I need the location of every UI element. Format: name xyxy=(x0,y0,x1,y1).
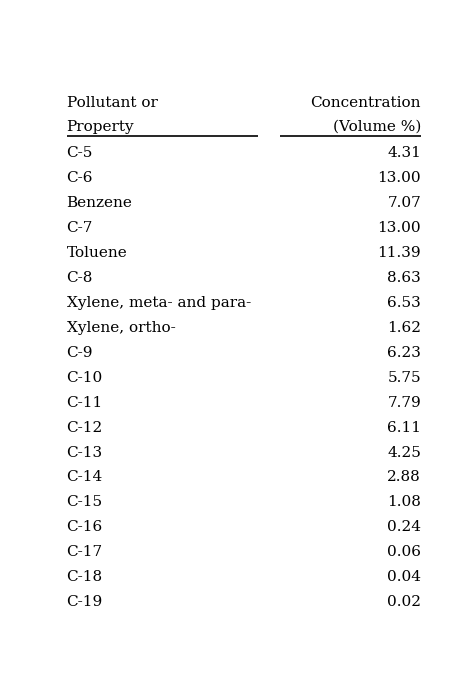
Text: 6.53: 6.53 xyxy=(387,296,421,310)
Text: 13.00: 13.00 xyxy=(377,172,421,185)
Text: 0.02: 0.02 xyxy=(387,595,421,609)
Text: C-8: C-8 xyxy=(66,271,93,285)
Text: Benzene: Benzene xyxy=(66,196,132,210)
Text: 4.31: 4.31 xyxy=(387,146,421,161)
Text: 0.06: 0.06 xyxy=(387,545,421,559)
Text: 0.24: 0.24 xyxy=(387,520,421,535)
Text: 4.25: 4.25 xyxy=(387,446,421,460)
Text: C-14: C-14 xyxy=(66,471,103,484)
Text: Xylene, meta- and para-: Xylene, meta- and para- xyxy=(66,296,251,310)
Text: (Volume %): (Volume %) xyxy=(333,120,421,134)
Text: C-19: C-19 xyxy=(66,595,103,609)
Text: 0.04: 0.04 xyxy=(387,570,421,584)
Text: C-16: C-16 xyxy=(66,520,103,535)
Text: 1.08: 1.08 xyxy=(387,495,421,509)
Text: C-6: C-6 xyxy=(66,172,93,185)
Text: Xylene, ortho-: Xylene, ortho- xyxy=(66,321,175,335)
Text: 1.62: 1.62 xyxy=(387,321,421,335)
Text: C-12: C-12 xyxy=(66,420,103,435)
Text: C-10: C-10 xyxy=(66,371,103,384)
Text: 13.00: 13.00 xyxy=(377,221,421,235)
Text: 6.23: 6.23 xyxy=(387,346,421,360)
Text: 2.88: 2.88 xyxy=(387,471,421,484)
Text: 7.07: 7.07 xyxy=(387,196,421,210)
Text: C-18: C-18 xyxy=(66,570,103,584)
Text: 7.79: 7.79 xyxy=(387,395,421,410)
Text: Toluene: Toluene xyxy=(66,246,128,260)
Text: 11.39: 11.39 xyxy=(377,246,421,260)
Text: 8.63: 8.63 xyxy=(387,271,421,285)
Text: C-13: C-13 xyxy=(66,446,103,460)
Text: 5.75: 5.75 xyxy=(387,371,421,384)
Text: Concentration: Concentration xyxy=(310,96,421,110)
Text: 6.11: 6.11 xyxy=(387,420,421,435)
Text: C-17: C-17 xyxy=(66,545,103,559)
Text: C-15: C-15 xyxy=(66,495,103,509)
Text: Property: Property xyxy=(66,120,134,134)
Text: C-7: C-7 xyxy=(66,221,93,235)
Text: C-9: C-9 xyxy=(66,346,93,360)
Text: Pollutant or: Pollutant or xyxy=(66,96,157,110)
Text: C-5: C-5 xyxy=(66,146,93,161)
Text: C-11: C-11 xyxy=(66,395,103,410)
